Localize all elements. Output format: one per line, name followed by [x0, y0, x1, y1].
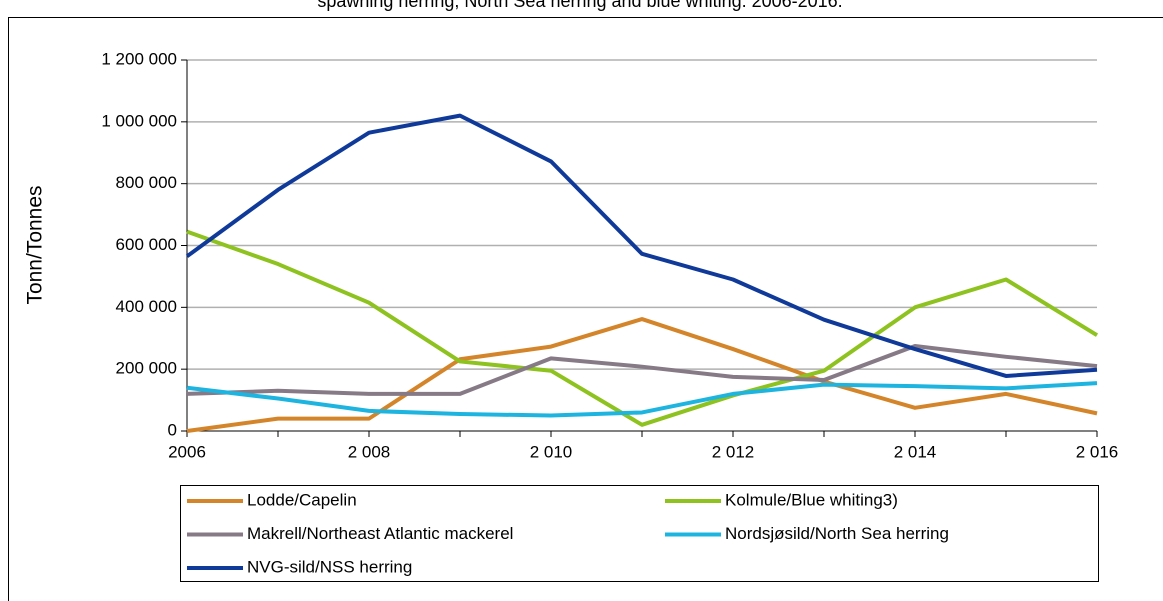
y-axis-label: Tonn/Tonnes: [24, 185, 47, 304]
y-tick-label: 200 000: [116, 359, 177, 378]
legend-label: NVG-sild/NSS herring: [247, 557, 412, 576]
legend-label: Makrell/Northeast Atlantic mackerel: [247, 524, 513, 543]
series-line: [186, 317, 1098, 433]
y-tick-label: 0: [168, 420, 177, 439]
y-tick-label: 600 000: [116, 235, 177, 254]
x-tick-label: 2 008: [348, 442, 391, 461]
y-tick-label: 400 000: [116, 297, 177, 316]
x-tick-label: 2 010: [530, 442, 573, 461]
chart-title: spawning herring, North Sea herring and …: [317, 0, 842, 11]
series-line: [186, 343, 1098, 396]
legend-label: Kolmule/Blue whiting3): [725, 490, 898, 509]
x-tick-label: 2 012: [712, 442, 755, 461]
x-tick-label: 2 016: [1076, 442, 1119, 461]
series-line: [186, 381, 1098, 418]
series-line: [185, 113, 1098, 378]
series-line: [186, 229, 1099, 427]
y-tick-label: 1 000 000: [101, 111, 177, 130]
legend-label: Lodde/Capelin: [247, 490, 357, 509]
legend-box: [180, 485, 1099, 582]
y-tick-label: 800 000: [116, 173, 177, 192]
legend-label: Nordsjøsild/North Sea herring: [725, 524, 949, 543]
x-tick-label: 2006: [168, 442, 206, 461]
y-tick-label: 1 200 000: [101, 49, 177, 68]
x-tick-label: 2 014: [894, 442, 937, 461]
